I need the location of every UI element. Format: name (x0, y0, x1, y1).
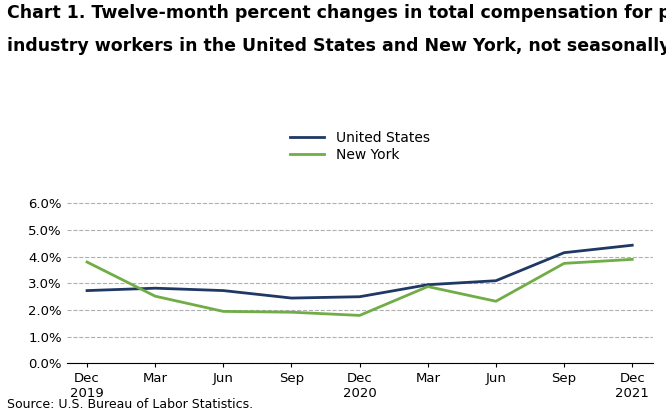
Legend: United States, New York: United States, New York (290, 131, 430, 162)
Text: Chart 1. Twelve-month percent changes in total compensation for private: Chart 1. Twelve-month percent changes in… (7, 4, 666, 22)
Line: New York: New York (87, 259, 632, 316)
New York (83, 259, 91, 264)
New York (151, 294, 159, 299)
United States (628, 243, 636, 248)
New York (219, 309, 227, 314)
New York (560, 261, 568, 266)
New York (356, 313, 364, 318)
New York (492, 299, 500, 304)
United States (424, 282, 432, 287)
United States (560, 250, 568, 255)
United States (492, 278, 500, 283)
New York (628, 257, 636, 262)
United States (83, 288, 91, 293)
Line: United States: United States (87, 245, 632, 298)
New York (288, 310, 296, 315)
United States (356, 294, 364, 299)
United States (219, 288, 227, 293)
Text: industry workers in the United States and New York, not seasonally adjusted: industry workers in the United States an… (7, 37, 666, 55)
New York (424, 284, 432, 289)
Text: Source: U.S. Bureau of Labor Statistics.: Source: U.S. Bureau of Labor Statistics. (7, 398, 253, 411)
United States (151, 286, 159, 291)
United States (288, 296, 296, 301)
